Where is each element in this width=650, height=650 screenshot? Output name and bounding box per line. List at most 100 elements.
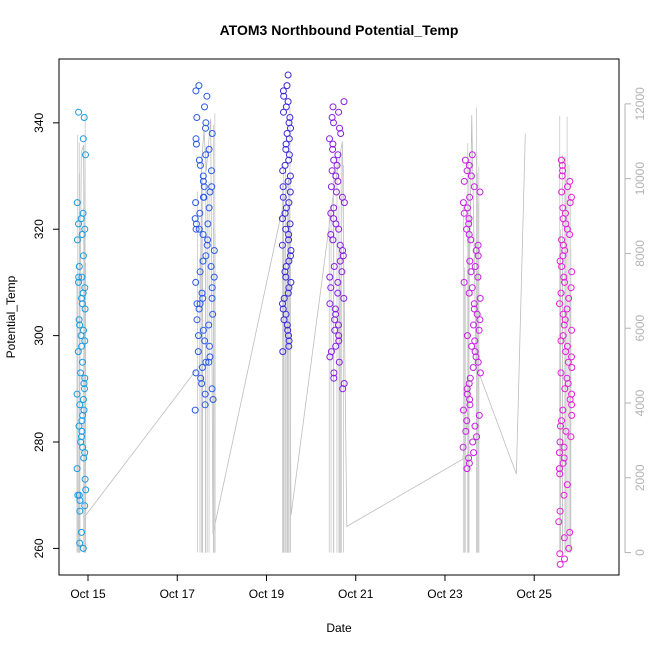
data-point bbox=[340, 380, 348, 387]
data-point bbox=[468, 284, 476, 292]
data-point bbox=[80, 326, 87, 334]
data-point bbox=[204, 236, 212, 244]
data-point bbox=[330, 204, 338, 212]
data-point bbox=[556, 300, 563, 308]
series-group bbox=[326, 98, 348, 393]
data-point bbox=[205, 321, 213, 329]
data-point bbox=[475, 326, 483, 334]
data-point bbox=[81, 374, 89, 382]
data-point bbox=[332, 172, 340, 180]
data-point bbox=[567, 433, 575, 441]
data-point bbox=[286, 172, 294, 180]
data-point bbox=[463, 332, 471, 340]
y-tick-label: 320 bbox=[32, 219, 46, 239]
chart-title: ATOM3 Northbound Potential_Temp bbox=[220, 22, 459, 38]
data-point bbox=[196, 209, 204, 217]
data-point bbox=[199, 172, 207, 180]
series-group bbox=[73, 108, 90, 552]
data-point bbox=[465, 161, 473, 169]
data-point bbox=[326, 135, 333, 143]
data-point bbox=[461, 156, 469, 164]
data-point bbox=[560, 454, 568, 462]
data-point bbox=[75, 220, 82, 228]
data-point bbox=[202, 119, 210, 127]
data-point bbox=[195, 225, 203, 233]
data-point bbox=[329, 103, 337, 111]
series-group bbox=[278, 71, 295, 356]
data-point bbox=[471, 263, 479, 270]
data-point bbox=[560, 273, 568, 281]
data-point bbox=[472, 353, 480, 361]
data-point bbox=[79, 135, 87, 143]
data-point bbox=[476, 188, 484, 196]
data-point bbox=[340, 98, 348, 106]
data-point bbox=[557, 289, 565, 297]
data-point bbox=[285, 199, 293, 207]
y2-tick-label: 0 bbox=[633, 549, 647, 556]
data-point bbox=[79, 252, 87, 260]
data-point bbox=[197, 374, 205, 382]
data-point bbox=[559, 459, 567, 467]
data-point bbox=[205, 204, 213, 212]
x-axis-label: Date bbox=[326, 621, 352, 635]
data-point bbox=[192, 278, 200, 286]
y-tick-label: 260 bbox=[32, 538, 46, 558]
y-axis-right: 0 2000 4000 6000 8000 10000 12000 bbox=[624, 87, 647, 556]
data-point bbox=[79, 358, 86, 366]
data-point bbox=[466, 401, 474, 409]
data-point bbox=[332, 342, 340, 350]
data-point bbox=[79, 544, 87, 552]
data-point bbox=[562, 427, 570, 435]
data-point bbox=[198, 380, 206, 387]
data-point bbox=[335, 321, 342, 329]
data-point bbox=[196, 268, 204, 276]
data-point bbox=[333, 161, 341, 169]
data-point bbox=[78, 300, 86, 308]
data-point bbox=[559, 406, 567, 414]
data-point bbox=[81, 284, 89, 292]
data-point bbox=[338, 193, 346, 201]
data-point bbox=[282, 225, 290, 233]
data-point bbox=[470, 300, 478, 308]
data-point bbox=[568, 390, 576, 398]
data-point bbox=[562, 220, 570, 228]
data-point bbox=[199, 231, 207, 238]
y-tick-label: 340 bbox=[32, 113, 46, 133]
data-point bbox=[202, 124, 209, 132]
data-point bbox=[285, 332, 292, 340]
data-point bbox=[465, 289, 473, 297]
data-point bbox=[330, 215, 338, 223]
data-point bbox=[282, 273, 290, 281]
data-point bbox=[202, 151, 210, 159]
data-point bbox=[76, 321, 84, 329]
data-point bbox=[285, 337, 293, 345]
x-tick-label: Oct 15 bbox=[70, 587, 106, 601]
data-point bbox=[75, 278, 82, 286]
data-point bbox=[79, 396, 87, 403]
data-point bbox=[280, 294, 288, 302]
data-point bbox=[195, 156, 203, 164]
data-point bbox=[203, 241, 211, 249]
data-point bbox=[336, 241, 344, 249]
y-tick-label: 300 bbox=[32, 325, 46, 345]
data-point bbox=[201, 103, 208, 111]
data-point bbox=[556, 560, 564, 568]
data-point bbox=[285, 231, 293, 238]
data-point bbox=[208, 167, 215, 175]
data-point bbox=[330, 263, 338, 270]
data-point bbox=[73, 236, 81, 244]
data-point bbox=[556, 507, 564, 515]
data-point bbox=[565, 294, 573, 302]
data-point bbox=[75, 422, 83, 430]
data-point bbox=[460, 177, 468, 185]
data-point bbox=[283, 321, 291, 329]
data-point bbox=[332, 188, 340, 196]
data-point bbox=[336, 257, 344, 265]
y-tick-label: 280 bbox=[32, 432, 46, 452]
data-point bbox=[563, 374, 571, 382]
data-point bbox=[469, 364, 477, 371]
data-point bbox=[556, 438, 564, 446]
data-point bbox=[330, 369, 338, 377]
plot-frame bbox=[58, 58, 620, 576]
